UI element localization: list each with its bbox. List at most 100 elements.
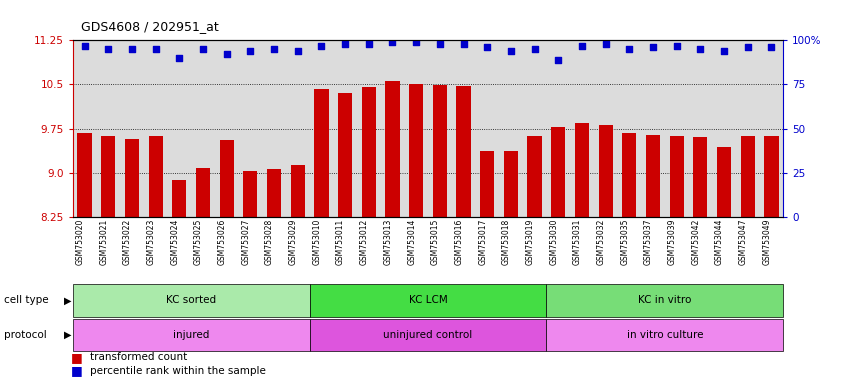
- Point: [220, 51, 234, 58]
- Point: [362, 41, 376, 47]
- Point: [480, 44, 494, 50]
- Text: GSM753012: GSM753012: [360, 219, 369, 265]
- Bar: [149, 136, 163, 217]
- Text: GSM753042: GSM753042: [692, 219, 700, 265]
- Point: [125, 46, 139, 52]
- Text: GSM753029: GSM753029: [288, 219, 298, 265]
- Point: [669, 43, 683, 49]
- Text: cell type: cell type: [4, 295, 49, 306]
- Text: ■: ■: [71, 351, 83, 364]
- Point: [504, 48, 518, 54]
- Point: [196, 46, 210, 52]
- Point: [385, 39, 399, 45]
- Point: [456, 41, 470, 47]
- Bar: [669, 136, 684, 217]
- Bar: [385, 81, 400, 217]
- Text: GSM753015: GSM753015: [431, 219, 440, 265]
- Point: [101, 46, 115, 52]
- Text: GSM753022: GSM753022: [123, 219, 132, 265]
- Text: GSM753013: GSM753013: [383, 219, 392, 265]
- Text: in vitro culture: in vitro culture: [627, 330, 703, 340]
- Text: GSM753010: GSM753010: [312, 219, 321, 265]
- Bar: [243, 171, 258, 217]
- Point: [78, 43, 92, 49]
- Point: [527, 46, 541, 52]
- Text: KC LCM: KC LCM: [408, 295, 448, 306]
- Point: [764, 44, 778, 50]
- Text: GSM753028: GSM753028: [265, 219, 274, 265]
- Bar: [456, 86, 471, 217]
- Text: percentile rank within the sample: percentile rank within the sample: [90, 366, 265, 376]
- Text: ▶: ▶: [64, 330, 72, 340]
- Text: GSM753039: GSM753039: [668, 219, 676, 265]
- Text: GSM753026: GSM753026: [217, 219, 227, 265]
- Point: [149, 46, 163, 52]
- Point: [172, 55, 186, 61]
- Text: ▶: ▶: [64, 295, 72, 306]
- Point: [267, 46, 281, 52]
- Text: transformed count: transformed count: [90, 352, 187, 362]
- Bar: [362, 87, 376, 217]
- Point: [693, 46, 707, 52]
- Point: [243, 48, 257, 54]
- Text: GSM753044: GSM753044: [715, 219, 724, 265]
- Text: GSM753025: GSM753025: [194, 219, 203, 265]
- Text: GSM753047: GSM753047: [739, 219, 747, 265]
- Text: GSM753023: GSM753023: [146, 219, 156, 265]
- Bar: [101, 136, 116, 217]
- Text: injured: injured: [173, 330, 210, 340]
- Text: GSM753031: GSM753031: [573, 219, 582, 265]
- Bar: [78, 133, 92, 217]
- Bar: [717, 147, 731, 217]
- Text: GSM753049: GSM753049: [763, 219, 771, 265]
- Text: KC in vitro: KC in vitro: [638, 295, 692, 306]
- Bar: [740, 136, 755, 217]
- Bar: [409, 84, 423, 217]
- Text: ■: ■: [71, 364, 83, 377]
- Text: GSM753021: GSM753021: [99, 219, 108, 265]
- Bar: [338, 93, 352, 217]
- Text: GSM753027: GSM753027: [241, 219, 250, 265]
- Point: [409, 39, 423, 45]
- Bar: [480, 151, 494, 217]
- Point: [433, 41, 447, 47]
- Point: [598, 41, 612, 47]
- Point: [291, 48, 305, 54]
- Text: GSM753024: GSM753024: [170, 219, 180, 265]
- Text: GSM753014: GSM753014: [407, 219, 416, 265]
- Text: GSM753018: GSM753018: [502, 219, 511, 265]
- Text: GSM753011: GSM753011: [336, 219, 345, 265]
- Bar: [433, 85, 447, 217]
- Bar: [646, 135, 660, 217]
- Point: [338, 41, 352, 47]
- Text: GSM753016: GSM753016: [455, 219, 464, 265]
- Bar: [622, 133, 636, 217]
- Point: [575, 43, 589, 49]
- Bar: [196, 168, 210, 217]
- Bar: [267, 169, 281, 217]
- Bar: [504, 151, 518, 217]
- Point: [551, 57, 565, 63]
- Bar: [220, 141, 234, 217]
- Bar: [314, 89, 329, 217]
- Text: GSM753020: GSM753020: [75, 219, 85, 265]
- Text: GSM753017: GSM753017: [479, 219, 487, 265]
- Bar: [527, 136, 542, 217]
- Bar: [551, 127, 565, 217]
- Bar: [693, 137, 707, 217]
- Bar: [291, 165, 305, 217]
- Bar: [172, 180, 187, 217]
- Text: GSM753037: GSM753037: [644, 219, 653, 265]
- Text: GSM753032: GSM753032: [597, 219, 605, 265]
- Text: GDS4608 / 202951_at: GDS4608 / 202951_at: [81, 20, 219, 33]
- Bar: [598, 124, 613, 217]
- Text: GSM753035: GSM753035: [621, 219, 629, 265]
- Point: [314, 43, 328, 49]
- Text: GSM753019: GSM753019: [526, 219, 534, 265]
- Point: [717, 48, 731, 54]
- Bar: [575, 123, 589, 217]
- Point: [622, 46, 636, 52]
- Text: KC sorted: KC sorted: [166, 295, 217, 306]
- Text: GSM753030: GSM753030: [550, 219, 558, 265]
- Bar: [125, 139, 139, 217]
